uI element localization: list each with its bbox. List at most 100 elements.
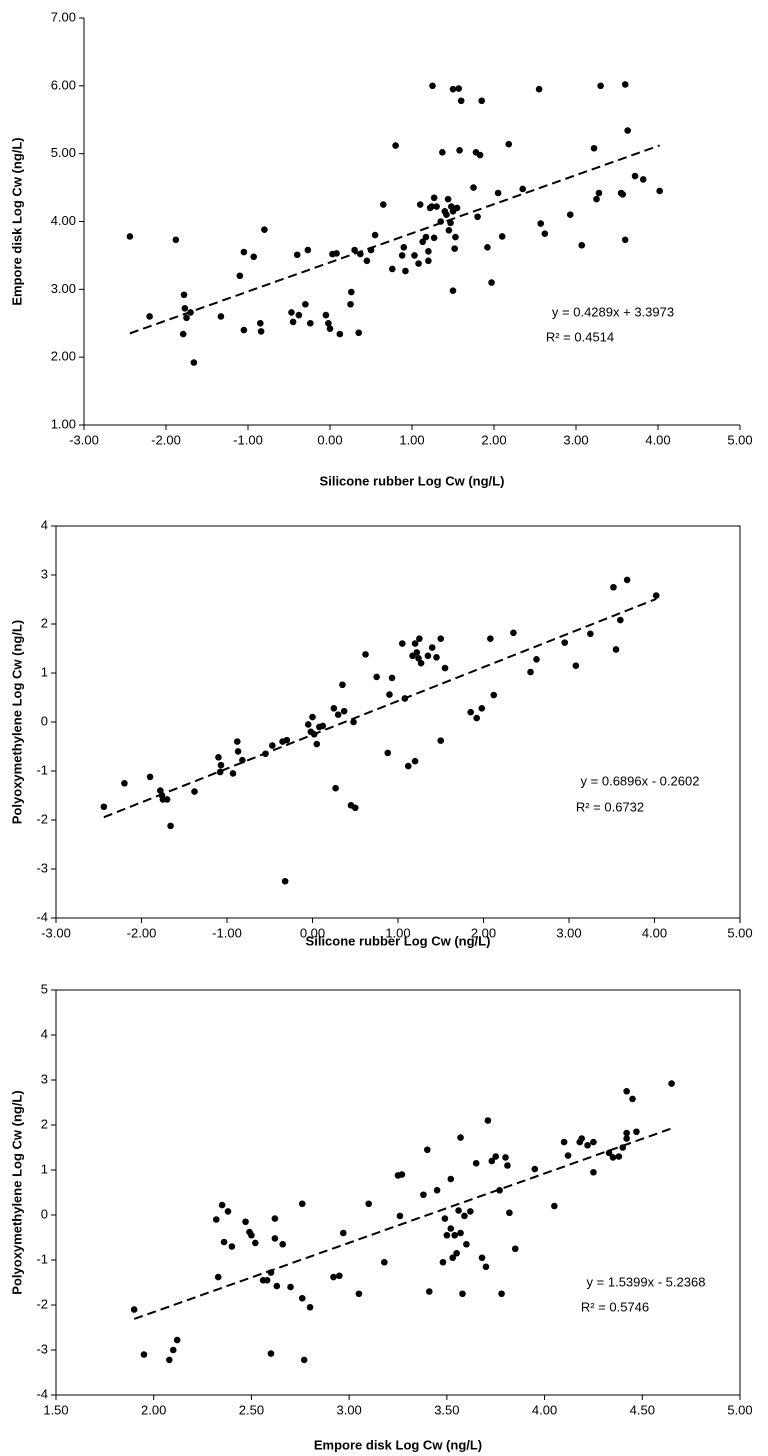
y-tick-label: 2 <box>41 1116 48 1131</box>
trendline <box>129 144 660 335</box>
point <box>169 1346 177 1354</box>
point <box>633 1128 640 1136</box>
point <box>325 319 332 327</box>
point <box>416 635 423 642</box>
point <box>631 172 639 180</box>
y-tick-label: 0 <box>41 1206 48 1221</box>
point <box>429 82 436 90</box>
point <box>584 1141 591 1149</box>
point <box>365 1200 372 1208</box>
point <box>287 1283 294 1291</box>
point <box>506 1209 513 1217</box>
point <box>590 1168 597 1176</box>
point <box>362 651 369 658</box>
point <box>449 1254 457 1262</box>
point <box>488 1157 496 1165</box>
point <box>656 187 663 195</box>
y-tick-label: 6.00 <box>51 77 76 92</box>
point <box>441 1215 449 1222</box>
point <box>257 319 264 327</box>
plot-frame <box>55 525 741 919</box>
y-tick-label: -2 <box>36 1296 48 1311</box>
plot-frame <box>55 989 741 1396</box>
point <box>398 1171 406 1178</box>
point <box>488 279 495 286</box>
point <box>419 238 426 246</box>
point <box>437 737 445 744</box>
point <box>511 1245 519 1253</box>
point <box>474 213 481 221</box>
y-axis-title: Empore disk Log Cw (ng/L) <box>9 137 24 305</box>
x-tick-label: 4.00 <box>645 432 670 447</box>
y-tick-label: 7.00 <box>51 9 76 24</box>
x-tick-label: 1.00 <box>385 925 410 940</box>
point <box>457 97 465 105</box>
point <box>240 248 248 256</box>
x-tick-label: -2.00 <box>151 432 181 447</box>
point <box>298 1200 306 1208</box>
point <box>330 704 338 712</box>
point <box>561 639 569 646</box>
x-tick-label: 1.00 <box>399 432 424 447</box>
point <box>289 318 297 326</box>
point <box>430 234 438 242</box>
x-tick-label: 4.00 <box>532 1402 557 1417</box>
point <box>355 329 363 337</box>
point <box>425 257 432 265</box>
point <box>100 803 108 811</box>
point <box>457 1134 464 1141</box>
y-tick-label: 4 <box>41 517 48 532</box>
point <box>130 1306 138 1313</box>
y-tick-label: -2 <box>36 811 48 826</box>
x-axis-title: Silicone rubber Log Cw (ng/L) <box>320 473 505 488</box>
point <box>389 265 396 273</box>
point <box>298 1294 306 1302</box>
point <box>307 319 314 327</box>
y-tick-label: -4 <box>36 909 48 924</box>
point <box>217 313 225 320</box>
point <box>236 272 244 280</box>
x-tick-label: -2.00 <box>127 925 157 940</box>
point <box>411 757 419 765</box>
point <box>381 1258 388 1266</box>
point <box>350 718 357 726</box>
point <box>415 655 422 662</box>
point <box>363 257 371 265</box>
point <box>668 1080 675 1087</box>
point <box>425 248 432 255</box>
point <box>531 1165 539 1173</box>
point <box>510 629 517 637</box>
point <box>126 233 134 240</box>
point <box>639 176 647 183</box>
point <box>453 204 461 212</box>
point <box>326 325 334 332</box>
point <box>322 311 330 319</box>
point <box>535 85 543 93</box>
point <box>445 227 453 234</box>
point <box>339 1229 347 1237</box>
point <box>380 201 387 208</box>
x-tick-label: 0.00 <box>300 925 325 940</box>
point <box>179 330 187 338</box>
point <box>172 236 180 244</box>
y-axis-title: Polyoxymethylene Log Cw (ng/L) <box>9 1090 24 1294</box>
point <box>269 742 276 749</box>
annotation: R² = 0.5746 <box>581 1299 649 1314</box>
point <box>629 1095 636 1103</box>
point <box>271 1235 279 1242</box>
point <box>371 231 379 239</box>
point <box>173 1336 181 1344</box>
point <box>411 252 418 259</box>
point <box>163 796 171 803</box>
point <box>504 1162 511 1169</box>
point <box>263 1276 271 1284</box>
point <box>490 691 498 699</box>
point <box>498 233 506 240</box>
x-tick-label: 4.00 <box>642 925 667 940</box>
x-tick-label: 2.50 <box>239 1402 264 1417</box>
point <box>347 300 354 308</box>
point <box>447 1175 455 1183</box>
point <box>430 194 438 202</box>
point <box>492 1153 500 1160</box>
